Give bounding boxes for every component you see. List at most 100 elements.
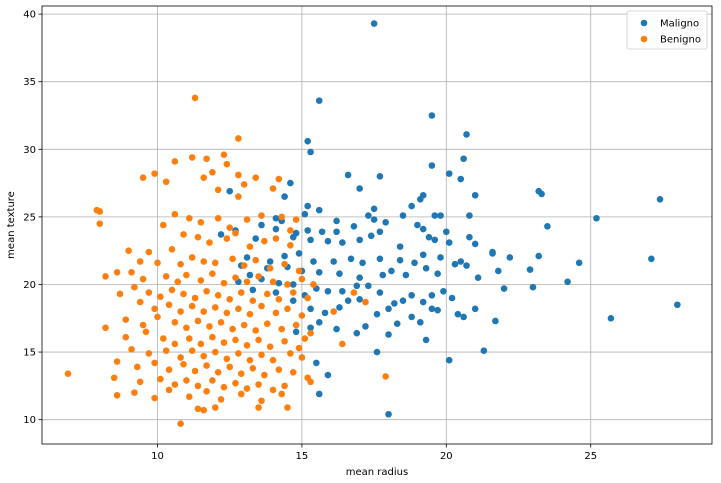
data-point bbox=[188, 347, 196, 355]
data-point bbox=[249, 365, 257, 372]
data-point bbox=[494, 267, 502, 275]
data-point bbox=[284, 281, 291, 288]
data-point bbox=[113, 392, 121, 399]
data-point bbox=[318, 228, 326, 236]
data-point bbox=[287, 227, 294, 234]
data-point bbox=[128, 269, 135, 276]
data-point bbox=[229, 255, 236, 263]
data-point bbox=[307, 329, 314, 337]
x-tick-label: 20 bbox=[440, 451, 453, 462]
data-point bbox=[275, 279, 283, 287]
data-point bbox=[408, 292, 415, 299]
data-point bbox=[289, 281, 297, 288]
data-point bbox=[370, 216, 378, 223]
data-point bbox=[460, 155, 467, 163]
data-point bbox=[489, 250, 496, 257]
data-point bbox=[162, 178, 170, 186]
data-point bbox=[408, 202, 415, 210]
data-point bbox=[362, 323, 369, 330]
data-point bbox=[266, 343, 274, 350]
data-point bbox=[408, 313, 415, 321]
legend-marker bbox=[640, 19, 648, 27]
data-point bbox=[353, 282, 361, 290]
data-point bbox=[258, 302, 265, 310]
data-point bbox=[209, 270, 216, 277]
data-point bbox=[269, 386, 277, 394]
data-point bbox=[298, 312, 306, 319]
data-point bbox=[145, 289, 153, 296]
data-point bbox=[235, 305, 242, 313]
data-point bbox=[466, 233, 473, 241]
data-point bbox=[200, 258, 208, 265]
data-point bbox=[272, 235, 280, 242]
data-point bbox=[295, 344, 303, 352]
data-point bbox=[315, 390, 323, 398]
data-point bbox=[419, 298, 427, 306]
data-point bbox=[379, 271, 387, 279]
data-point bbox=[298, 354, 306, 361]
data-point bbox=[370, 205, 378, 213]
data-point bbox=[471, 305, 479, 313]
data-point bbox=[240, 321, 248, 329]
data-point bbox=[249, 297, 257, 305]
data-point bbox=[220, 151, 228, 158]
data-point bbox=[154, 259, 161, 267]
data-point bbox=[142, 328, 150, 336]
data-point bbox=[258, 351, 265, 359]
x-tick-label: 15 bbox=[296, 451, 309, 462]
data-point bbox=[336, 304, 343, 311]
data-point bbox=[214, 369, 222, 376]
data-point bbox=[165, 301, 173, 309]
data-point bbox=[307, 324, 314, 332]
data-point bbox=[194, 405, 202, 413]
data-point bbox=[200, 308, 208, 315]
data-point bbox=[255, 336, 262, 344]
data-point bbox=[200, 352, 208, 360]
data-point bbox=[261, 371, 268, 379]
data-point bbox=[243, 278, 251, 286]
data-point bbox=[240, 181, 248, 188]
data-point bbox=[289, 369, 297, 376]
data-point bbox=[211, 259, 219, 267]
data-point bbox=[188, 254, 196, 261]
data-point bbox=[96, 220, 104, 227]
data-point bbox=[145, 248, 153, 256]
data-point bbox=[211, 404, 219, 411]
data-point bbox=[367, 232, 375, 240]
data-point bbox=[419, 251, 427, 259]
data-point bbox=[376, 289, 384, 296]
data-point bbox=[428, 112, 436, 119]
data-point bbox=[258, 397, 265, 405]
data-point bbox=[235, 171, 242, 179]
data-point bbox=[376, 173, 384, 180]
data-point bbox=[177, 354, 184, 361]
data-point bbox=[307, 305, 314, 313]
data-point bbox=[674, 301, 681, 309]
legend-label: Benigno bbox=[660, 35, 701, 46]
data-point bbox=[136, 298, 144, 306]
data-point bbox=[463, 131, 470, 138]
data-point bbox=[180, 290, 187, 298]
data-point bbox=[281, 382, 288, 390]
data-point bbox=[220, 383, 228, 391]
data-point bbox=[330, 308, 337, 315]
data-point bbox=[506, 254, 514, 261]
data-point bbox=[102, 324, 109, 332]
data-point bbox=[263, 320, 271, 327]
data-point bbox=[385, 331, 392, 338]
data-point bbox=[414, 221, 421, 229]
data-point bbox=[229, 325, 236, 333]
data-point bbox=[258, 221, 265, 229]
data-point bbox=[350, 289, 358, 296]
data-point bbox=[391, 300, 398, 307]
data-point bbox=[125, 247, 132, 254]
data-point bbox=[252, 327, 260, 334]
data-point bbox=[162, 273, 170, 280]
data-point bbox=[139, 275, 147, 283]
data-point bbox=[370, 20, 378, 27]
data-point bbox=[171, 340, 179, 348]
data-point bbox=[191, 367, 199, 375]
legend: Maligno Benigno bbox=[626, 10, 708, 50]
data-point bbox=[388, 267, 395, 275]
